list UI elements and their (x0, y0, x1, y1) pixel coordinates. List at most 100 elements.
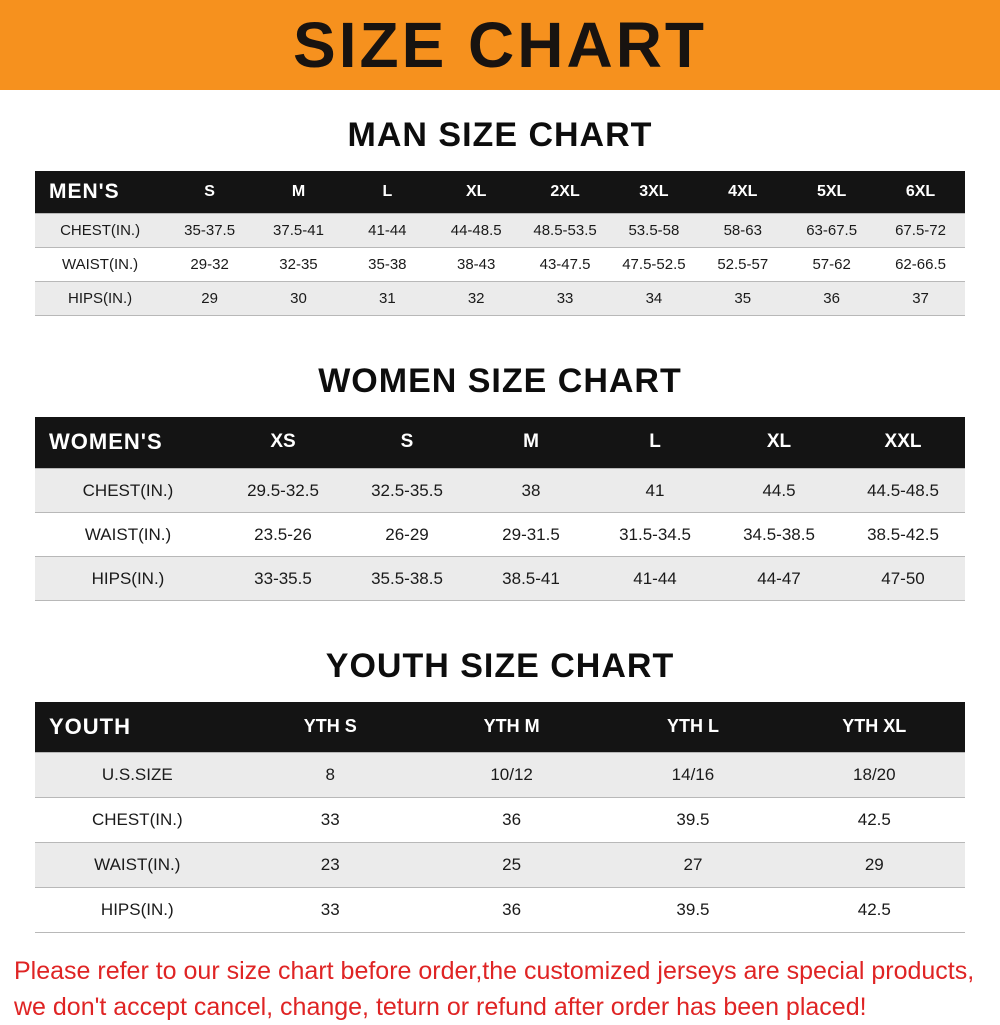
row-label: WAIST(IN.) (35, 842, 240, 887)
row-label: HIPS(IN.) (35, 281, 165, 315)
table-cell: 38.5-41 (469, 557, 593, 601)
table-cell: 42.5 (784, 797, 965, 842)
row-label: CHEST(IN.) (35, 213, 165, 247)
column-header: YTH XL (784, 702, 965, 752)
table-cell: 67.5-72 (876, 213, 965, 247)
table-cell: 44.5-48.5 (841, 469, 965, 513)
row-label: WAIST(IN.) (35, 513, 221, 557)
table-cell: 35 (698, 281, 787, 315)
table-cell: 29-32 (165, 247, 254, 281)
table-cell: 31 (343, 281, 432, 315)
column-header: L (343, 171, 432, 213)
table-cell: 41 (593, 469, 717, 513)
table-cell: 27 (602, 842, 783, 887)
table-cell: 29 (784, 842, 965, 887)
column-header: YTH M (421, 702, 602, 752)
table-cell: 44-48.5 (432, 213, 521, 247)
table-cell: 38.5-42.5 (841, 513, 965, 557)
table-cell: 35.5-38.5 (345, 557, 469, 601)
table-cell: 34 (609, 281, 698, 315)
table-cell: 29.5-32.5 (221, 469, 345, 513)
table-cell: 36 (787, 281, 876, 315)
table-cell: 36 (421, 887, 602, 932)
table-cell: 14/16 (602, 752, 783, 797)
table-cell: 57-62 (787, 247, 876, 281)
table-cell: 29 (165, 281, 254, 315)
table-cell: 47.5-52.5 (609, 247, 698, 281)
column-header: XL (717, 417, 841, 469)
table-cell: 32 (432, 281, 521, 315)
table-cell: 41-44 (593, 557, 717, 601)
table-cell: 44.5 (717, 469, 841, 513)
column-header: 6XL (876, 171, 965, 213)
table-cell: 37.5-41 (254, 213, 343, 247)
table-cell: 47-50 (841, 557, 965, 601)
table-cell: 62-66.5 (876, 247, 965, 281)
table-cell: 43-47.5 (521, 247, 610, 281)
table-cell: 44-47 (717, 557, 841, 601)
footer-note-line-2: we don't accept cancel, change, teturn o… (14, 989, 986, 1025)
table-cell: 35-37.5 (165, 213, 254, 247)
table-cell: 32-35 (254, 247, 343, 281)
table-cell: 63-67.5 (787, 213, 876, 247)
column-header: M (469, 417, 593, 469)
row-label: HIPS(IN.) (35, 887, 240, 932)
table-cell: 10/12 (421, 752, 602, 797)
column-header: 4XL (698, 171, 787, 213)
footer-note: Please refer to our size chart before or… (0, 953, 1000, 1025)
table-cell: 58-63 (698, 213, 787, 247)
table-cell: 32.5-35.5 (345, 469, 469, 513)
table-cell: 39.5 (602, 887, 783, 932)
table-cell: 33 (240, 887, 421, 932)
footer-note-line-1: Please refer to our size chart before or… (14, 953, 986, 989)
table-corner-label: MEN'S (35, 171, 165, 213)
table-cell: 36 (421, 797, 602, 842)
banner-title: SIZE CHART (293, 13, 707, 77)
table-cell: 39.5 (602, 797, 783, 842)
size-chart-banner: SIZE CHART (0, 0, 1000, 90)
table-cell: 52.5-57 (698, 247, 787, 281)
column-header: 2XL (521, 171, 610, 213)
table-cell: 8 (240, 752, 421, 797)
table-cell: 30 (254, 281, 343, 315)
table-cell: 37 (876, 281, 965, 315)
table-cell: 38-43 (432, 247, 521, 281)
table-cell: 33 (240, 797, 421, 842)
table-cell: 29-31.5 (469, 513, 593, 557)
row-label: HIPS(IN.) (35, 557, 221, 601)
table-cell: 41-44 (343, 213, 432, 247)
row-label: CHEST(IN.) (35, 469, 221, 513)
table-cell: 25 (421, 842, 602, 887)
table-corner-label: WOMEN'S (35, 417, 221, 469)
table-corner-label: YOUTH (35, 702, 240, 752)
column-header: XS (221, 417, 345, 469)
column-header: YTH L (602, 702, 783, 752)
table-cell: 33 (521, 281, 610, 315)
section-title: YOUTH SIZE CHART (0, 647, 1000, 686)
table-cell: 23 (240, 842, 421, 887)
table-cell: 53.5-58 (609, 213, 698, 247)
column-header: YTH S (240, 702, 421, 752)
column-header: XXL (841, 417, 965, 469)
row-label: WAIST(IN.) (35, 247, 165, 281)
section-title: MAN SIZE CHART (0, 116, 1000, 155)
section-title: WOMEN SIZE CHART (0, 362, 1000, 401)
table-cell: 42.5 (784, 887, 965, 932)
column-header: L (593, 417, 717, 469)
